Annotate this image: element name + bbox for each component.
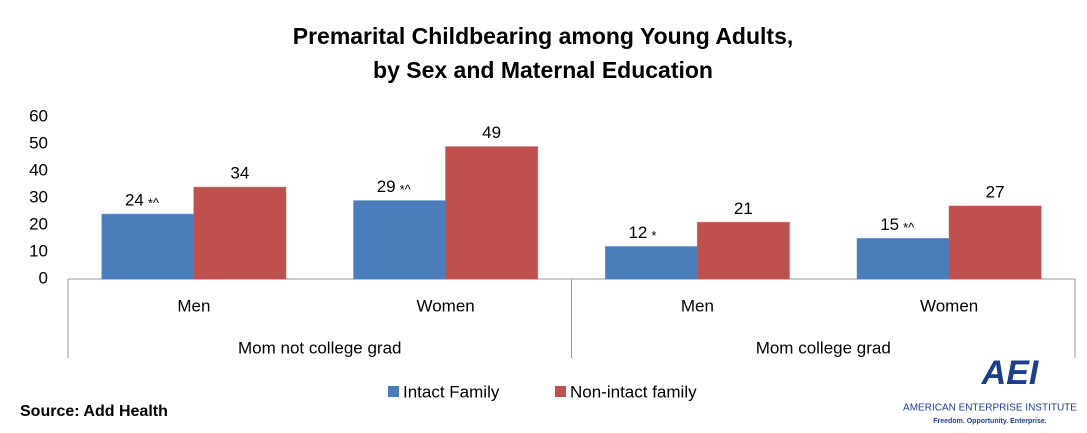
data-label: 49 xyxy=(482,123,501,142)
chart-title: Premarital Childbearing among Young Adul… xyxy=(293,23,794,49)
group-label: Mom not college grad xyxy=(238,338,401,357)
bar xyxy=(696,221,790,280)
bar xyxy=(193,186,287,280)
data-label: 24 xyxy=(125,191,144,210)
y-tick-label: 50 xyxy=(29,133,48,152)
logo-name: AMERICAN ENTERPRISE INSTITUTE xyxy=(903,403,1077,414)
legend-label: Intact Family xyxy=(403,382,500,401)
y-tick-label: 10 xyxy=(29,241,48,260)
bar xyxy=(445,146,539,280)
data-note: *^ xyxy=(903,220,915,235)
x-tick-label: Men xyxy=(177,296,210,315)
group-label: Mom college grad xyxy=(756,338,891,357)
data-label: 15 xyxy=(880,215,899,234)
y-tick-label: 60 xyxy=(29,106,48,125)
legend-label: Non-intact family xyxy=(570,382,697,401)
data-label: 21 xyxy=(734,199,753,218)
data-label: 29 xyxy=(377,177,396,196)
chart-subtitle: by Sex and Maternal Education xyxy=(373,57,713,83)
bar xyxy=(101,213,195,280)
y-tick-label: 20 xyxy=(29,214,48,233)
bar xyxy=(604,246,698,280)
data-label: 34 xyxy=(230,164,249,183)
bar xyxy=(948,205,1042,280)
y-tick-label: 30 xyxy=(29,187,48,206)
bar xyxy=(353,200,447,280)
legend-swatch xyxy=(388,386,399,397)
data-note: * xyxy=(651,228,656,243)
bar xyxy=(856,238,950,280)
logo-mark: AEI xyxy=(981,354,1040,392)
x-tick-label: Women xyxy=(416,296,474,315)
x-tick-label: Women xyxy=(920,296,978,315)
data-label: 27 xyxy=(986,183,1005,202)
data-label: 12 xyxy=(628,223,647,242)
data-note: *^ xyxy=(400,182,412,197)
y-tick-label: 40 xyxy=(29,160,48,179)
x-tick-label: Men xyxy=(681,296,714,315)
legend-swatch xyxy=(555,386,566,397)
y-tick-label: 0 xyxy=(39,268,48,287)
data-note: *^ xyxy=(148,196,160,211)
logo-tagline: Freedom. Opportunity. Enterprise. xyxy=(933,418,1046,425)
source: Source: Add Health xyxy=(20,403,168,420)
